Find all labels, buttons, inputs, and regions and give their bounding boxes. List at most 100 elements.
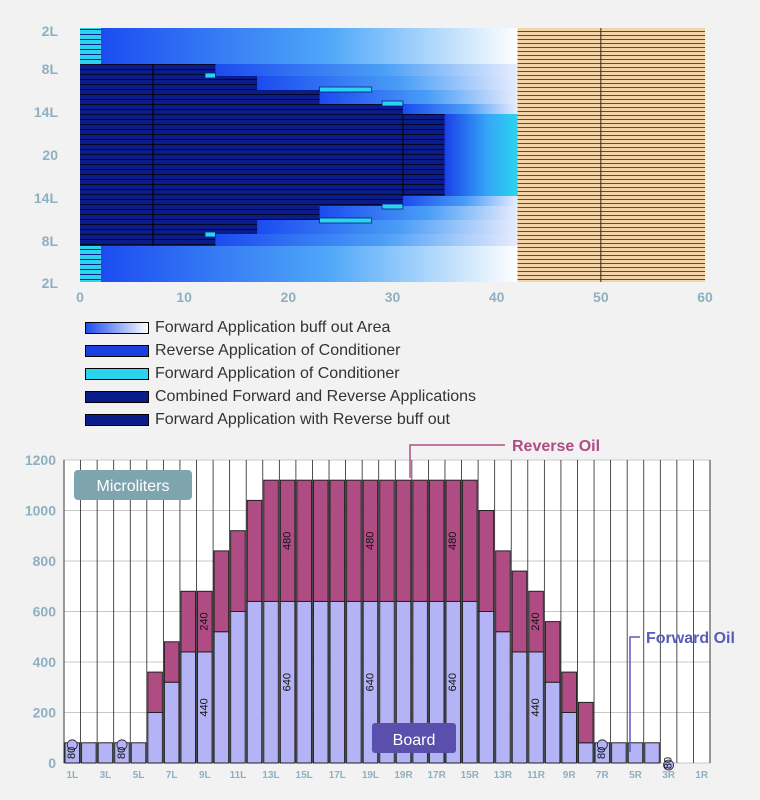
forward-conditioner-mark (204, 231, 216, 238)
reverse-oil-bar (428, 479, 445, 602)
legend-swatch (85, 367, 149, 380)
x-tick-label: 7R (596, 770, 610, 781)
reverse-oil-bar (279, 479, 296, 602)
legend-label: Reverse Application of Conditioner (155, 341, 401, 359)
forward-oil-bar (544, 681, 561, 764)
microliters-label: Microliters (97, 478, 170, 495)
data-label-marker (66, 739, 78, 751)
forward-conditioner-mark (381, 203, 404, 210)
forward-oil-bar (462, 600, 478, 764)
forward-oil-bar (296, 600, 312, 764)
data-label: 440 (199, 698, 211, 716)
y-tick-label: 800 (33, 553, 57, 569)
series-label-reverse-oil: Reverse Oil (512, 438, 600, 455)
combined-row-lines (80, 196, 403, 206)
forward-oil-bar (495, 631, 511, 764)
x-tick-label: 13R (494, 770, 513, 781)
forward-oil-bar (180, 651, 197, 764)
forward-oil-bar (561, 712, 577, 764)
x-tick-label: 30 (385, 289, 401, 305)
forward-oil-bar (478, 611, 495, 764)
x-tick-label: 60 (697, 289, 713, 305)
y-tick-label: 1200 (25, 452, 56, 468)
board-box (372, 723, 456, 753)
x-tick-label: 9L (199, 770, 211, 781)
y-tick-label: 2L (42, 275, 59, 291)
forward-oil-bar (312, 600, 329, 764)
data-label: 80 (66, 747, 78, 759)
data-label: 80 (596, 747, 608, 759)
legend-item: Forward Application buff out Area (85, 316, 565, 339)
reverse-oil-bar (379, 479, 395, 602)
x-tick-label: 20 (281, 289, 297, 305)
reverse-oil-bar (445, 479, 462, 602)
reverse-oil-bar (528, 590, 544, 653)
reverse-oil-bar (577, 701, 594, 744)
forward-buff-out-band (402, 104, 518, 114)
forward-oil-bar (246, 600, 263, 764)
x-tick-label: 19L (362, 770, 379, 781)
combined-row-lines (80, 114, 445, 196)
reverse-oil-bar (312, 479, 329, 602)
legend-label: Combined Forward and Reverse Application… (155, 387, 477, 405)
combined-row-lines (80, 206, 320, 220)
forward-buff-out-band (100, 28, 518, 64)
forward-buff-out-band (215, 64, 518, 76)
forward-conditioner-mark (204, 72, 216, 79)
reverse-oil-leader (409, 444, 505, 478)
combined-row-lines (80, 220, 258, 234)
reverse-oil-bar (561, 671, 577, 714)
legend-swatch (85, 344, 149, 357)
reverse-oil-bar (395, 479, 412, 602)
forward-oil-bar (147, 712, 163, 764)
y-tick-label: 0 (48, 755, 56, 771)
forward-oil-bar (577, 742, 594, 764)
forward-oil-bar (163, 681, 180, 764)
data-label: 480 (447, 532, 459, 550)
reverse-oil-bar (230, 530, 246, 612)
data-label: 440 (530, 698, 542, 716)
x-tick-label: 11L (230, 770, 247, 781)
sanded-region (517, 28, 705, 282)
reverse-oil-bar (263, 479, 279, 602)
combined-row-lines (80, 64, 216, 76)
x-tick-label: 1R (695, 770, 709, 781)
forward-oil-bar (97, 742, 114, 764)
legend-swatch (85, 390, 149, 403)
reverse-oil-bar (412, 479, 428, 602)
legend-item: Forward Application of Conditioner (85, 362, 565, 385)
microliters-box (74, 470, 192, 500)
x-tick-label: 11R (527, 770, 546, 781)
forward-buff-out-band (257, 220, 518, 234)
reverse-oil-bar (163, 641, 180, 683)
data-label: 240 (199, 612, 211, 630)
data-label: 640 (364, 673, 376, 691)
forward-buff-out-band (444, 114, 518, 196)
data-label: 80 (662, 757, 674, 769)
x-tick-label: 9R (563, 770, 577, 781)
forward-buff-out-band (319, 206, 518, 220)
x-tick-label: 15L (296, 770, 313, 781)
data-label: 640 (282, 673, 294, 691)
forward-oil-bar (627, 742, 644, 764)
x-tick-label: 15R (461, 770, 480, 781)
y-tick-label: 400 (33, 654, 57, 670)
legend-item: Combined Forward and Reverse Application… (85, 385, 565, 408)
forward-oil-bar (230, 611, 246, 764)
forward-oil-leader (629, 636, 640, 752)
reverse-oil-bar (544, 621, 561, 683)
combined-row-lines (80, 76, 258, 90)
data-label: 640 (447, 673, 459, 691)
legend-label: Forward Application of Conditioner (155, 364, 400, 382)
forward-oil-bar (511, 651, 528, 764)
x-tick-label: 0 (76, 289, 84, 305)
data-label-marker (663, 759, 674, 771)
forward-buff-out-band (215, 234, 518, 246)
legend-item: Forward Application with Reverse buff ou… (85, 408, 565, 431)
reverse-oil-bar (478, 510, 495, 612)
forward-oil-bar (611, 742, 627, 764)
y-tick-label: 200 (33, 705, 57, 721)
reverse-oil-bar (329, 479, 346, 602)
forward-buff-out-band (257, 76, 518, 90)
reverse-oil-bar (495, 550, 511, 633)
